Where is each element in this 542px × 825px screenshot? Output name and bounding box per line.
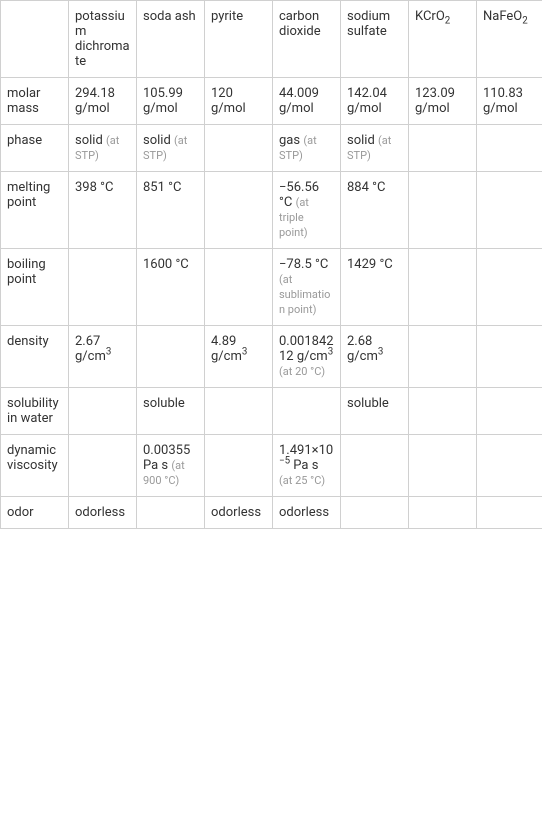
table-cell (137, 326, 205, 388)
table-cell: 1.491×10−5 Pa s (at 25 °C) (273, 435, 341, 497)
table-cell (341, 497, 409, 529)
table-cell: gas (at STP) (273, 125, 341, 172)
table-cell (69, 249, 137, 326)
column-header: NaFeO2 (477, 1, 542, 78)
table-cell (137, 497, 205, 529)
cell-main-value: 1.491×10−5 Pa s (279, 443, 333, 473)
table-header-row: potassium dichromate soda ash pyrite car… (1, 1, 542, 78)
table-cell (477, 249, 542, 326)
table-cell: solid (at STP) (341, 125, 409, 172)
table-cell (205, 388, 273, 435)
table-cell: 851 °C (137, 172, 205, 249)
table-cell (477, 497, 542, 529)
table-row: boiling point 1600 °C −78.5 °C (at sublima… (1, 249, 542, 326)
table-row: odorodorlessodorlessodorless (1, 497, 542, 529)
table-cell: odorless (273, 497, 341, 529)
table-cell: odorless (69, 497, 137, 529)
table-cell: 2.68 g/cm3 (341, 326, 409, 388)
table-row: melting point398 °C851 °C −56.56 °C (at t… (1, 172, 542, 249)
table-cell (409, 326, 477, 388)
table-cell: 294.18 g/mol (69, 78, 137, 125)
table-cell (477, 388, 542, 435)
table-cell: soluble (137, 388, 205, 435)
table-cell (409, 172, 477, 249)
row-header: solubility in water (1, 388, 69, 435)
table-row: molar mass294.18 g/mol105.99 g/mol120 g/… (1, 78, 542, 125)
table-body: molar mass294.18 g/mol105.99 g/mol120 g/… (1, 78, 542, 529)
row-header: phase (1, 125, 69, 172)
cell-main-value: solid (143, 133, 171, 148)
cell-note: (at 25 °C) (279, 474, 325, 487)
table-cell (409, 125, 477, 172)
cell-main-value: solid (75, 133, 103, 148)
row-header: boiling point (1, 249, 69, 326)
corner-cell (1, 1, 69, 78)
table-cell: odorless (205, 497, 273, 529)
table-cell (477, 172, 542, 249)
table-cell (69, 435, 137, 497)
cell-note: (at sublimation point) (279, 273, 330, 316)
cell-main-value: −78.5 °C (279, 257, 328, 272)
table-cell: 44.009 g/mol (273, 78, 341, 125)
table-cell (477, 125, 542, 172)
table-row: phasesolid (at STP)solid (at STP)gas (at… (1, 125, 542, 172)
row-header: molar mass (1, 78, 69, 125)
cell-main-value: solid (347, 133, 375, 148)
column-header: potassium dichromate (69, 1, 137, 78)
table-cell: 4.89 g/cm3 (205, 326, 273, 388)
column-header: soda ash (137, 1, 205, 78)
table-row: solubility in water soluble soluble (1, 388, 542, 435)
formula-nafeo2: NaFeO2 (483, 9, 528, 24)
chemical-properties-table: potassium dichromate soda ash pyrite car… (0, 0, 542, 529)
table-cell: soluble (341, 388, 409, 435)
row-header: odor (1, 497, 69, 529)
table-cell (273, 388, 341, 435)
table-cell: −78.5 °C (at sublimation point) (273, 249, 341, 326)
table-cell (205, 125, 273, 172)
row-header: dynamic viscosity (1, 435, 69, 497)
table-cell (409, 435, 477, 497)
formula-kcro2: KCrO2 (415, 9, 450, 24)
table-cell: solid (at STP) (69, 125, 137, 172)
table-cell: 2.67 g/cm3 (69, 326, 137, 388)
table-cell: 0.00355 Pa s (at 900 °C) (137, 435, 205, 497)
column-header: sodium sulfate (341, 1, 409, 78)
table-cell: 105.99 g/mol (137, 78, 205, 125)
cell-main-value: gas (279, 133, 300, 148)
table-cell: 110.83 g/mol (477, 78, 542, 125)
column-header: pyrite (205, 1, 273, 78)
table-cell: 120 g/mol (205, 78, 273, 125)
table-row: dynamic viscosity 0.00355 Pa s (at 900 °C… (1, 435, 542, 497)
table-cell: solid (at STP) (137, 125, 205, 172)
table-cell (205, 172, 273, 249)
row-header: density (1, 326, 69, 388)
table-cell: 0.00184212 g/cm3 (at 20 °C) (273, 326, 341, 388)
table-cell (409, 249, 477, 326)
table-cell (205, 249, 273, 326)
table-cell (409, 388, 477, 435)
table-cell: 884 °C (341, 172, 409, 249)
table-cell: 1429 °C (341, 249, 409, 326)
table-cell (69, 388, 137, 435)
table-cell (477, 326, 542, 388)
table-row: density2.67 g/cm3 4.89 g/cm30.00184212 g/… (1, 326, 542, 388)
table-cell (477, 435, 542, 497)
column-header: KCrO2 (409, 1, 477, 78)
table-cell (341, 435, 409, 497)
cell-main-value: 0.00184212 g/cm3 (279, 334, 334, 364)
column-header: carbon dioxide (273, 1, 341, 78)
table-cell: −56.56 °C (at triple point) (273, 172, 341, 249)
row-header: melting point (1, 172, 69, 249)
table-cell (409, 497, 477, 529)
cell-note: (at 20 °C) (279, 365, 325, 378)
table-cell: 142.04 g/mol (341, 78, 409, 125)
table-cell: 1600 °C (137, 249, 205, 326)
table-cell: 123.09 g/mol (409, 78, 477, 125)
table-cell: 398 °C (69, 172, 137, 249)
table-cell (205, 435, 273, 497)
